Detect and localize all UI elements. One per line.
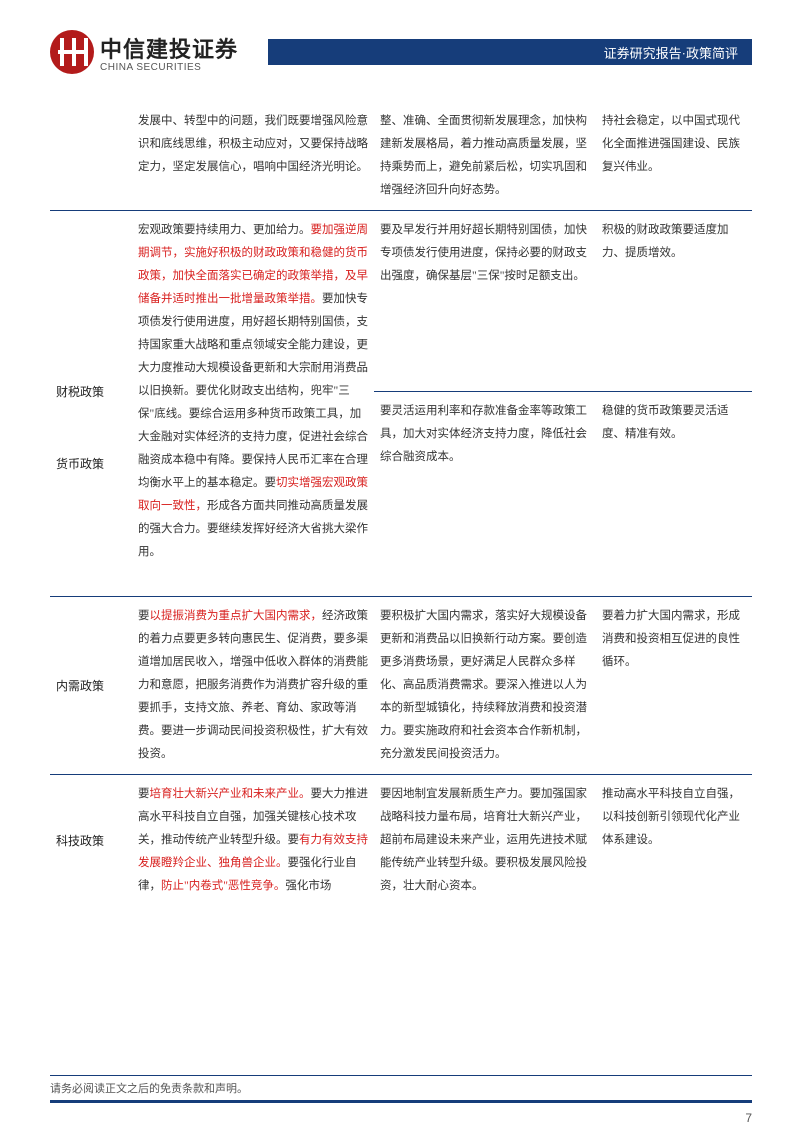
cell-demand-a: 要以提振消费为重点扩大国内需求，经济政策的着力点要更多转向惠民生、促消费，要多渠… [132,597,374,775]
logo-icon [50,30,94,74]
logo-block: 中信建投证券 CHINA SECURITIES [50,30,238,74]
page-container: 中信建投证券 CHINA SECURITIES 证券研究报告·政策简评 发展中、… [0,0,802,1133]
highlight-text: 以提振消费为重点扩大国内需求， [150,610,323,622]
page-footer: 请务必阅读正文之后的免责条款和声明。 [50,1075,752,1103]
highlight-text: 培育壮大新兴产业和未来产业。 [150,788,311,800]
cell-demand-b: 要积极扩大国内需求，落实好大规模设备更新和消费品以旧换新行动方案。要创造更多消费… [374,597,596,775]
footer-disclaimer: 请务必阅读正文之后的免责条款和声明。 [50,1080,752,1096]
cell-tech-a: 要培育壮大新兴产业和未来产业。要大力推进高水平科技自立自强，加强关键核心技术攻关… [132,775,374,907]
header-bar: 证券研究报告·政策简评 [268,39,752,65]
text-span: 经济政策的着力点要更多转向惠民生、促消费，要多渠道增加居民收入，增强中低收入群体… [138,610,368,760]
cell-tech-b: 要因地制宜发展新质生产力。要加强国家战略科技力量布局，培育壮大新兴产业，超前布局… [374,775,596,907]
row-label-demand: 内需政策 [50,597,132,775]
cell-monetary-b: 要灵活运用利率和存款准备金率等政策工具，加大对实体经济支持力度，降低社会综合融资… [374,392,596,572]
table-row: 发展中、转型中的问题，我们既要增强风险意识和底线思维，积极主动应对，又要保持战略… [50,102,752,211]
page-header: 中信建投证券 CHINA SECURITIES 证券研究报告·政策简评 [50,30,752,74]
cell-tech-c: 推动高水平科技自立自强，以科技创新引领现代化产业体系建设。 [596,775,752,907]
row-label-empty [50,102,132,211]
text-span: 要 [138,610,150,622]
text-span: 宏观政策要持续用力、更加给力。 [138,224,311,236]
content: 发展中、转型中的问题，我们既要增强风险意识和底线思维，积极主动应对，又要保持战略… [50,102,752,906]
table-row-label-only: 货币政策 [50,572,752,597]
row-label-fiscal: 财税政策 [50,211,132,573]
footer-rule-top [50,1075,752,1076]
logo-text-block: 中信建投证券 CHINA SECURITIES [100,32,238,73]
footer-rule-bottom [50,1100,752,1103]
text-span: 要加快专项债发行使用进度，用好超长期特别国债，支持国家重大战略和重点领域安全能力… [138,293,368,489]
header-bar-text: 证券研究报告·政策简评 [604,43,738,62]
cell-fiscal-b: 要及早发行并用好超长期特别国债，加快专项债发行使用进度，保持必要的财政支出强度，… [374,211,596,392]
page-number: 7 [745,1111,752,1125]
highlight-text: 防止"内卷式"恶性竞争。 [161,880,285,892]
table-row: 内需政策 要以提振消费为重点扩大国内需求，经济政策的着力点要更多转向惠民生、促消… [50,597,752,775]
text-span: 强化市场 [285,880,331,892]
cell-monetary-c: 稳健的货币政策要灵活适度、精准有效。 [596,392,752,572]
cell-fiscal-a: 宏观政策要持续用力、更加给力。要加强逆周期调节，实施好积极的财政政策和稳健的货币… [132,211,374,573]
cell-intro-c: 持社会稳定，以中国式现代化全面推进强国建设、民族复兴伟业。 [596,102,752,211]
text-span: 要 [138,788,150,800]
row-label-monetary: 货币政策 [50,452,132,477]
table-row: 科技政策 要培育壮大新兴产业和未来产业。要大力推进高水平科技自立自强，加强关键核… [50,775,752,907]
cell-intro-a: 发展中、转型中的问题，我们既要增强风险意识和底线思维，积极主动应对，又要保持战略… [132,102,374,211]
logo-text-cn: 中信建投证券 [100,32,238,64]
row-label-tech: 科技政策 [50,775,132,907]
cell-intro-b: 整、准确、全面贯彻新发展理念，加快构建新发展格局，着力推动高质量发展，坚持乘势而… [374,102,596,211]
cell-fiscal-c: 积极的财政政策要适度加力、提质增效。 [596,211,752,392]
policy-table: 发展中、转型中的问题，我们既要增强风险意识和底线思维，积极主动应对，又要保持战略… [50,102,752,906]
table-row: 财税政策 宏观政策要持续用力、更加给力。要加强逆周期调节，实施好积极的财政政策和… [50,211,752,392]
cell-demand-c: 要着力扩大国内需求，形成消费和投资相互促进的良性循环。 [596,597,752,775]
